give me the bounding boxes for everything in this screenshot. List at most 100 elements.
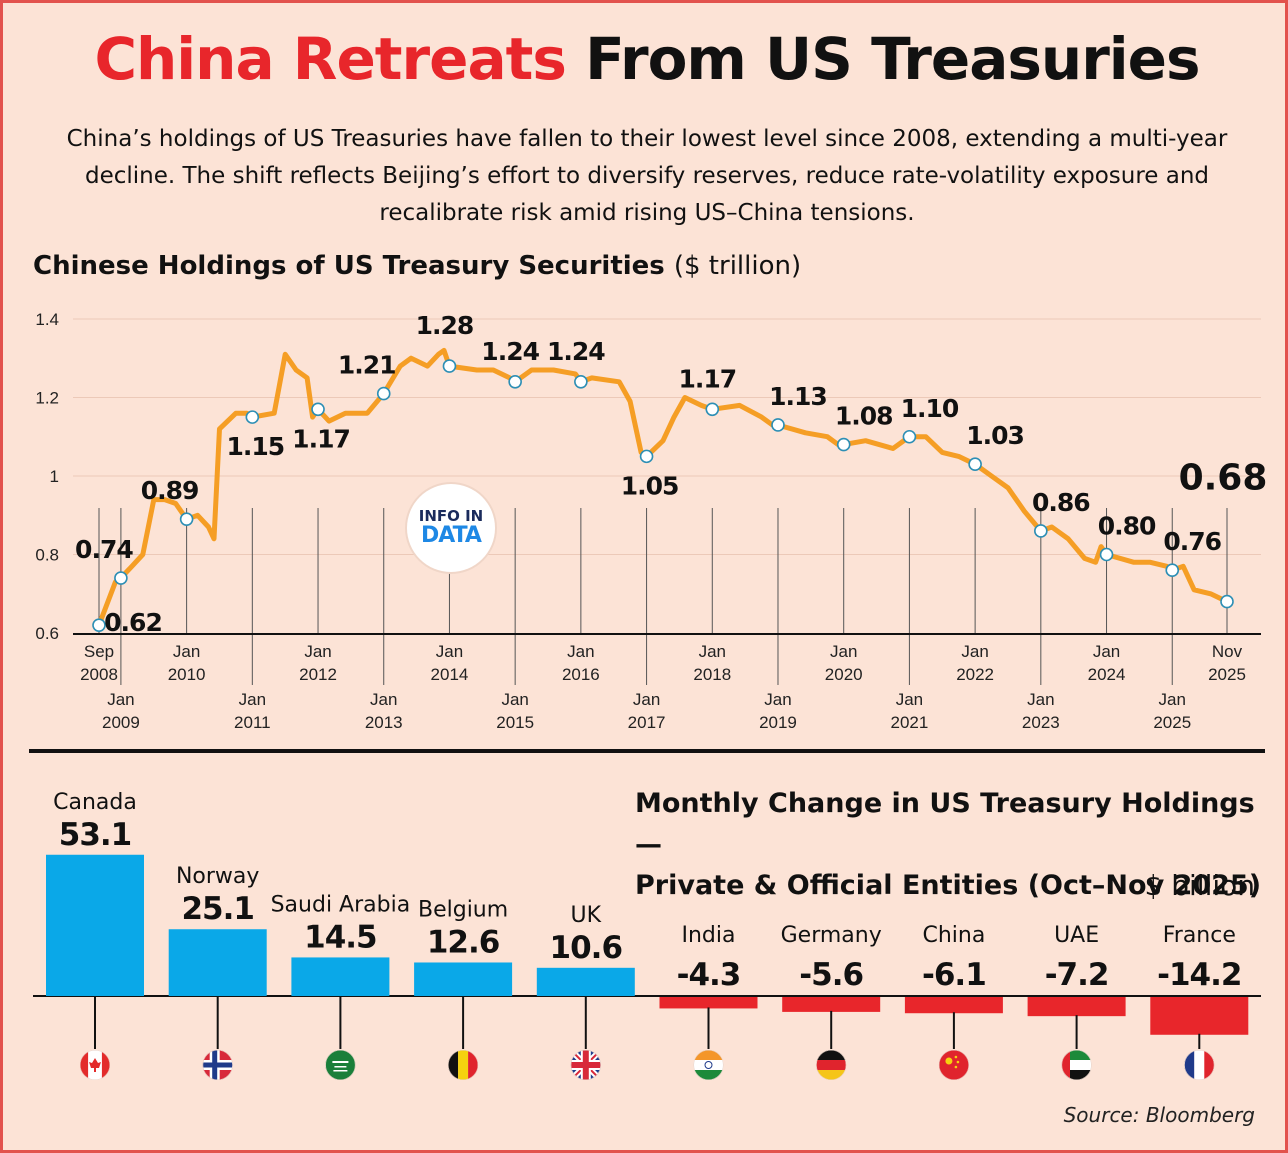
data-point-marker (245, 410, 260, 424)
value-label: 25.1 (181, 891, 254, 927)
data-label: 1.03 (966, 421, 1024, 450)
bar (168, 929, 267, 996)
x-tick-label: 2018 (693, 665, 731, 684)
category-label: India (682, 923, 736, 948)
data-point-marker (179, 512, 194, 526)
x-tick-label: Jan (961, 642, 988, 661)
x-tick-label: 2022 (956, 665, 994, 684)
bar-chart-title: Monthly Change in US Treasury Holdings —… (635, 783, 1285, 906)
uae-flag-icon (1061, 1050, 1092, 1080)
value-label: -4.3 (677, 957, 741, 993)
saudi-arabia-flag-icon (325, 1050, 356, 1080)
x-tick-label: Jan (830, 642, 857, 661)
y-tick-label: 0.8 (35, 546, 59, 565)
data-point-marker (1034, 524, 1048, 538)
title-rest: From US Treasuries (585, 25, 1200, 93)
data-label: 1.15 (226, 432, 284, 461)
category-label: Canada (53, 790, 137, 815)
x-tick-label: Jan (1159, 690, 1186, 709)
bar (291, 957, 390, 996)
india-flag-icon (693, 1050, 724, 1080)
line-chart-title: Chinese Holdings of US Treasury Securiti… (33, 251, 801, 281)
data-label: 1.05 (621, 471, 679, 500)
category-label: Belgium (418, 897, 508, 922)
bar (46, 854, 144, 996)
data-label: 1.24 (547, 337, 605, 366)
data-label: 0.80 (1098, 512, 1156, 541)
x-tick-label: 2024 (1088, 665, 1126, 684)
y-tick-label: 0.6 (35, 624, 59, 643)
bar (414, 962, 513, 996)
bar (1027, 997, 1126, 1017)
x-tick-label: 2025 (1208, 665, 1246, 684)
x-tick-label: Jan (173, 642, 200, 661)
value-label: 14.5 (304, 919, 377, 955)
data-label: 1.21 (338, 351, 396, 380)
bar-chart-title-line1: Monthly Change in US Treasury Holdings — (635, 788, 1255, 860)
x-tick-label: 2015 (496, 713, 534, 732)
category-label: Germany (781, 923, 882, 948)
logo-text-top: INFO IN (418, 507, 484, 525)
category-label: China (922, 923, 985, 948)
x-tick-label: 2017 (628, 713, 666, 732)
data-point-marker (1099, 547, 1114, 562)
x-tick-label: 2009 (102, 713, 140, 732)
x-tick-label: Jan (633, 690, 660, 709)
data-label: 1.24 (481, 337, 539, 366)
y-tick-label: 1.2 (35, 389, 59, 408)
bar (659, 997, 758, 1009)
bar-chart-unit: $ billion (1144, 869, 1255, 902)
line-chart: 0.6 0.8 1 1.2 1.4 Sep 2008 Jan 2009 Jan 2010 Jan 201… (35, 310, 1268, 732)
x-tick-label: Jan (501, 690, 528, 709)
france-flag-icon (1184, 1050, 1215, 1080)
data-point-marker (311, 402, 325, 417)
x-tick-label: 2021 (890, 713, 928, 732)
data-label: 1.08 (835, 402, 893, 431)
line-chart-title-text: Chinese Holdings of US Treasury Securiti… (33, 251, 665, 281)
x-tick-label: Jan (304, 642, 331, 661)
data-point-marker (376, 386, 391, 401)
x-tick-label: 2019 (759, 713, 797, 732)
data-point-marker (968, 457, 982, 472)
x-tick-label: 2010 (168, 665, 206, 684)
data-point-marker (771, 418, 785, 432)
x-tick-label: Jan (1093, 642, 1120, 661)
category-label: UK (571, 903, 602, 928)
category-label: Saudi Arabia (271, 892, 411, 917)
category-label: Norway (176, 864, 259, 889)
data-point-marker (639, 449, 654, 464)
uk-flag-icon (570, 1050, 601, 1080)
data-label: 0.62 (104, 608, 162, 637)
category-label: UAE (1054, 923, 1099, 948)
data-label: 1.13 (769, 382, 827, 411)
data-label: 1.10 (901, 394, 959, 423)
section-divider (29, 749, 1265, 753)
x-tick-label: 2016 (562, 665, 600, 684)
data-label: 0.89 (141, 476, 199, 505)
y-tick-label: 1.4 (35, 310, 59, 329)
data-label: 0.86 (1032, 488, 1090, 517)
x-tick-label: 2014 (431, 665, 469, 684)
data-label-latest: 0.68 (1179, 458, 1268, 499)
data-point-marker (705, 402, 720, 417)
x-tick-label: Jan (370, 690, 397, 709)
data-point-marker (836, 437, 851, 452)
logo-text-bottom: DATA (421, 523, 482, 548)
canada-flag-icon (80, 1050, 110, 1080)
data-point-marker (114, 571, 128, 585)
germany-flag-icon (816, 1050, 847, 1080)
title-highlight: China Retreats (94, 25, 566, 93)
x-tick-label: Jan (239, 690, 266, 709)
data-point-marker (1220, 594, 1234, 609)
x-tick-label: 2020 (825, 665, 863, 684)
line-chart-unit: ($ trillion) (673, 251, 802, 281)
x-tick-label: Jan (896, 690, 923, 709)
category-label: France (1163, 923, 1236, 948)
data-label: 0.74 (75, 535, 133, 564)
data-point-marker (902, 429, 917, 444)
value-label: 10.6 (550, 930, 623, 966)
data-point-marker (92, 618, 106, 632)
x-tick-label: 2011 (234, 713, 271, 732)
bar-chart-title-line2: Private & Official Entities (Oct–Nov 202… (635, 870, 1262, 901)
